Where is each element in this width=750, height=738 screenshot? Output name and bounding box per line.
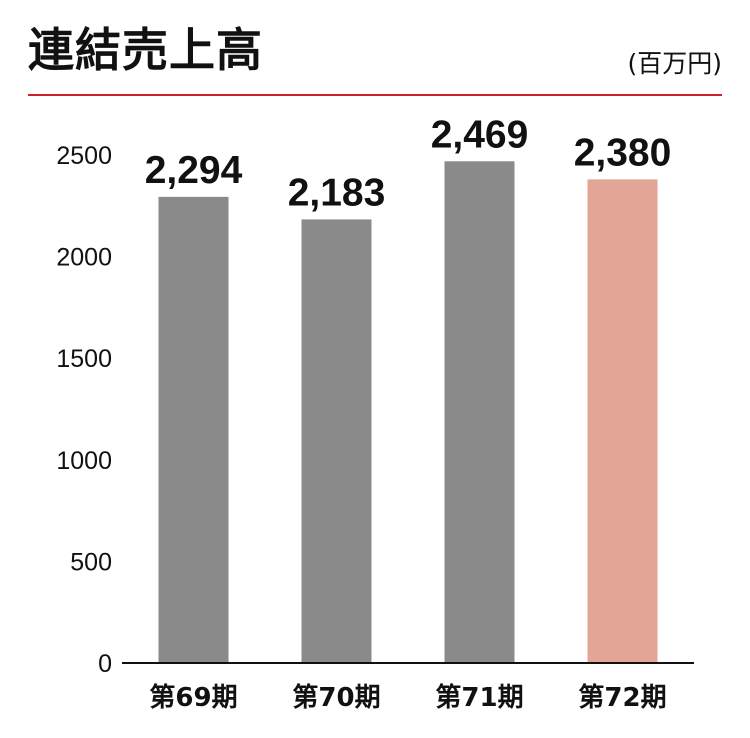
bar: [587, 179, 658, 663]
x-category-label: 第70期: [292, 682, 380, 713]
y-tick-label: 2000: [56, 244, 112, 272]
x-category-label: 第69期: [149, 682, 237, 713]
bar-value-label: 2,294: [145, 149, 243, 192]
x-category-label: 第72期: [578, 682, 666, 713]
y-tick-label: 1500: [56, 345, 112, 373]
y-tick-label: 2500: [56, 142, 112, 170]
bar-value-label: 2,380: [574, 131, 672, 174]
title-divider: [28, 94, 722, 96]
x-category-label: 第71期: [435, 682, 523, 713]
unit-label: (百万円): [627, 49, 722, 78]
y-tick-label: 0: [98, 650, 112, 678]
y-tick-label: 1000: [56, 447, 112, 475]
y-tick-label: 500: [70, 548, 112, 576]
bar: [301, 219, 372, 663]
bar-value-label: 2,183: [288, 171, 386, 214]
bar-value-label: 2,469: [431, 113, 529, 156]
chart-title: 連結売上高: [28, 23, 263, 77]
bar: [158, 196, 229, 664]
bar: [444, 161, 515, 663]
